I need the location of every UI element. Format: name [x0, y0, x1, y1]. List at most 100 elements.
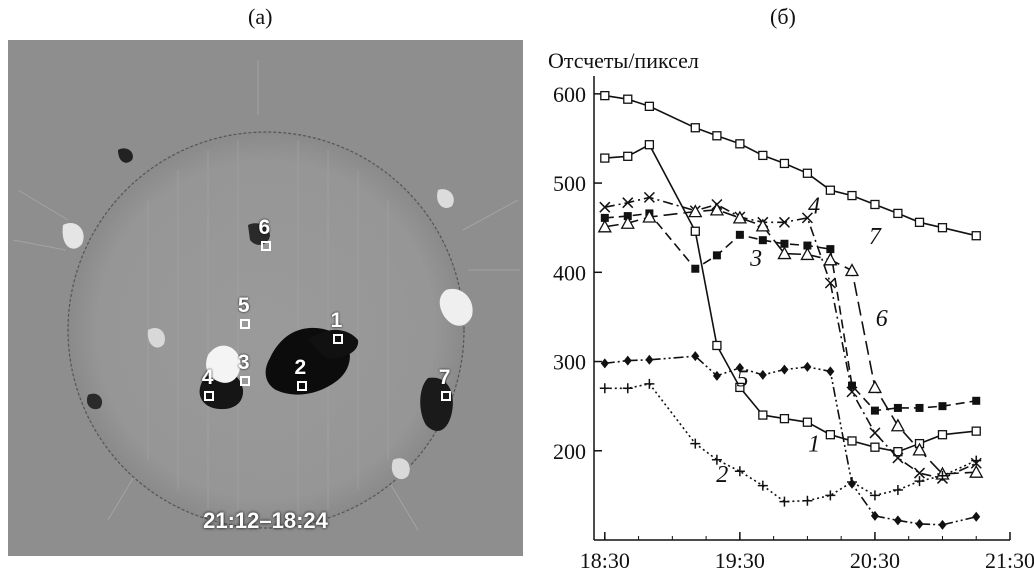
time-difference-label: 21:12–18:24	[203, 508, 328, 533]
y-axis-label: Отсчеты/пиксел	[548, 48, 699, 73]
series-line-4	[604, 196, 977, 480]
series-5-point	[691, 351, 700, 362]
series-line-6	[604, 208, 977, 475]
series-4-point	[892, 452, 904, 464]
series-6-point	[597, 219, 612, 233]
series-4-point	[801, 212, 813, 224]
series-2-point	[757, 480, 768, 491]
region-marker-label-3: 3	[237, 350, 250, 374]
series-6-point	[912, 442, 927, 456]
series-5-point	[600, 358, 609, 369]
region-marker-2	[296, 380, 307, 391]
series-line-7	[604, 94, 977, 237]
series-1-point	[779, 413, 790, 424]
chart-plot: 200 300 400 500 600 18:30 19:30 20:30 21:30 7 4 3 6 5…	[553, 76, 1034, 573]
series-3-point	[803, 241, 812, 250]
series-2-point	[734, 466, 745, 477]
series-1-point	[825, 430, 836, 440]
series-2-point	[914, 476, 925, 487]
region-marker-3	[239, 375, 250, 386]
region-marker-5	[239, 318, 250, 329]
series-3-point	[893, 403, 902, 412]
curve-label-3: 3	[749, 246, 762, 272]
series-2-point	[711, 454, 722, 465]
series-7-point	[847, 190, 857, 201]
y-tick-label-300: 300	[553, 350, 586, 375]
region-marker-1	[332, 334, 343, 345]
series-6-point	[890, 418, 905, 432]
series-6-point	[823, 252, 838, 266]
series-2-point	[846, 477, 857, 487]
panel-b-label: (б)	[770, 4, 796, 29]
series-2-point	[937, 470, 948, 481]
series-5-point	[893, 515, 902, 526]
curve-label-4: 4	[808, 193, 820, 219]
series-6-point	[755, 218, 770, 232]
region-marker-7	[440, 391, 451, 402]
series-3-point	[915, 403, 924, 412]
series-7-point	[758, 150, 768, 161]
series-7-point	[644, 101, 655, 111]
series-2-point	[869, 490, 880, 501]
series-3-point	[712, 251, 721, 260]
series-1-point	[600, 153, 610, 163]
series-6-point	[688, 204, 703, 218]
series-1-point	[623, 151, 633, 161]
series-3-point	[938, 402, 947, 411]
y-tick-label-200: 200	[553, 439, 586, 464]
series-2-point	[690, 438, 701, 449]
series-5-point	[803, 361, 812, 372]
series-3-point	[735, 230, 744, 239]
x-tick-label-2: 20:30	[850, 548, 900, 573]
series-5-point	[870, 510, 879, 521]
series-5-point	[780, 364, 789, 375]
series-3-point	[972, 396, 981, 405]
series-2-point	[825, 490, 836, 501]
series-5-point	[915, 518, 924, 529]
series-5-point	[972, 511, 981, 522]
series-2-point	[802, 495, 813, 506]
series-7-point	[712, 131, 722, 141]
series-1-point	[937, 430, 948, 440]
series-1-point	[847, 436, 857, 446]
series-4-point	[824, 277, 836, 289]
series-5-point	[758, 369, 767, 380]
series-4-point	[622, 197, 634, 209]
y-tick-label-500: 500	[553, 171, 586, 196]
panel-a-label: (а)	[248, 4, 273, 29]
series-5-point	[826, 366, 835, 377]
series-6-point	[844, 263, 860, 277]
series-6-point	[800, 247, 815, 261]
curve-label-6: 6	[876, 306, 888, 332]
x-tick-label-0: 18:30	[580, 548, 630, 573]
region-marker-6	[260, 241, 271, 252]
series-3-point	[691, 264, 700, 273]
series-1-point	[870, 442, 880, 452]
series-7-point	[971, 231, 981, 241]
series-5-point	[712, 370, 721, 381]
series-1-point	[893, 447, 903, 457]
series-4-point	[778, 216, 790, 228]
series-4-point	[913, 467, 926, 479]
series-5-point	[735, 362, 744, 373]
series-1-point	[802, 417, 813, 427]
curve-label-7: 7	[869, 224, 882, 250]
series-7-point	[893, 208, 903, 219]
series-2-point	[644, 378, 655, 389]
series-line-1	[604, 143, 977, 453]
series-3-point	[600, 213, 609, 222]
region-marker-label-5: 5	[237, 293, 250, 317]
y-tick-label-400: 400	[553, 260, 586, 285]
series-3-point	[847, 381, 856, 390]
series-3-point	[780, 239, 789, 248]
x-tick-label-3: 21:30	[985, 548, 1034, 573]
series-1-point	[735, 382, 745, 393]
series-2-point	[971, 455, 982, 466]
series-1-point	[712, 340, 722, 351]
series-3-point	[826, 245, 835, 254]
series-6-point	[777, 246, 792, 260]
series-2-point	[779, 496, 790, 507]
series-4-point	[643, 191, 655, 203]
series-1-point	[644, 140, 655, 150]
